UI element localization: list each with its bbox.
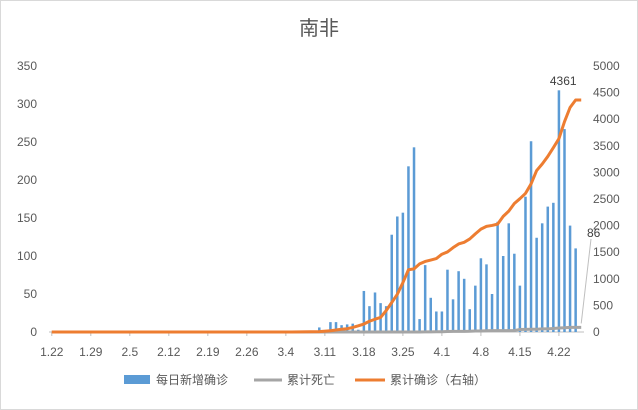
bar: [552, 202, 555, 332]
legend-swatch-bars: [124, 375, 150, 384]
bar: [318, 327, 321, 332]
bar: [418, 319, 421, 332]
bar: [568, 225, 572, 332]
bar: [479, 258, 483, 332]
bar: [485, 264, 488, 332]
y-left-tick-label: 200: [17, 173, 37, 187]
chart-title: 南非: [299, 17, 339, 40]
y-left-tick-label: 0: [30, 325, 37, 339]
bar: [451, 299, 455, 332]
bar: [474, 285, 477, 332]
x-tick-label: 2.12: [157, 345, 181, 359]
bar: [429, 297, 432, 332]
bar: [529, 141, 533, 332]
legend-label-deaths: 累计死亡: [287, 373, 335, 387]
y-left-tick-label: 150: [17, 211, 37, 225]
bar: [407, 166, 410, 332]
bar: [574, 248, 577, 332]
y-left-tick-label: 300: [17, 97, 37, 111]
bar: [412, 147, 416, 332]
y-right-tick-label: 1500: [593, 245, 620, 259]
bar: [329, 322, 332, 332]
deaths-data-label: 86: [587, 226, 601, 240]
x-tick-label: 3.18: [352, 345, 376, 359]
legend-label-bars: 每日新增确诊: [156, 372, 228, 387]
x-tick-label: 2.26: [235, 345, 259, 359]
x-tick-label: 4.1: [434, 345, 451, 359]
cases-data-label: 4361: [550, 74, 577, 88]
bar: [468, 309, 472, 332]
cases-line: [51, 98, 582, 334]
bar: [396, 216, 399, 332]
bar: [496, 221, 499, 332]
bar: [540, 223, 544, 332]
y-left-tick-label: 50: [24, 287, 38, 301]
bar: [401, 212, 405, 332]
x-tick-label: 4.8: [473, 345, 490, 359]
x-tick-label: 3.11: [314, 345, 337, 359]
y-right-tick-label: 3500: [593, 139, 620, 153]
x-tick-label: 4.15: [508, 345, 532, 359]
bar: [384, 306, 388, 332]
bar: [390, 234, 393, 332]
y-right-tick-label: 5000: [593, 59, 620, 73]
bar: [563, 129, 566, 332]
bar: [524, 196, 527, 332]
x-tick-label: 1.29: [79, 345, 103, 359]
bar: [518, 285, 522, 332]
bar: [362, 290, 366, 332]
bar: [546, 206, 550, 332]
bar: [513, 253, 516, 332]
y-right-tick-label: 500: [593, 298, 613, 312]
y-right-tick-label: 1000: [593, 272, 620, 286]
y-right-tick-label: 2500: [593, 192, 620, 206]
x-tick-label: 2.19: [196, 345, 220, 359]
bar: [490, 294, 494, 332]
bar: [507, 223, 511, 332]
bar: [446, 269, 449, 332]
x-tick-label: 3.4: [278, 345, 295, 359]
y-right-tick-label: 0: [593, 325, 600, 339]
bar: [368, 306, 371, 332]
x-tick-label: 3.25: [391, 345, 415, 359]
y-left-tick-label: 250: [17, 135, 37, 149]
bar: [457, 271, 460, 332]
bar: [423, 265, 427, 332]
y-right-tick-label: 3000: [593, 165, 620, 179]
bar: [501, 256, 505, 332]
x-tick-label: 4.22: [547, 345, 571, 359]
bar: [373, 292, 377, 332]
y-right-tick-label: 2000: [593, 219, 620, 233]
bar: [535, 237, 538, 332]
y-left-tick-label: 350: [17, 59, 37, 73]
bar: [440, 311, 444, 332]
bar: [462, 278, 466, 332]
bar: [557, 90, 561, 332]
y-right-tick-label: 4500: [593, 86, 620, 100]
bar: [435, 311, 438, 332]
y-left-tick-label: 100: [17, 249, 37, 263]
deaths-line: [51, 325, 582, 334]
bar: [334, 322, 338, 332]
x-tick-label: 2.5: [121, 345, 138, 359]
y-right-tick-label: 4000: [593, 112, 620, 126]
x-tick-label: 1.22: [40, 345, 64, 359]
legend-label-cases: 累计确诊（右轴）: [390, 372, 486, 387]
deaths-label-leader: [580, 238, 592, 324]
